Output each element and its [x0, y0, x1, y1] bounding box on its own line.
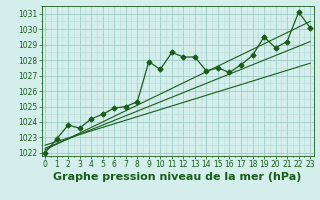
X-axis label: Graphe pression niveau de la mer (hPa): Graphe pression niveau de la mer (hPa) [53, 172, 302, 182]
